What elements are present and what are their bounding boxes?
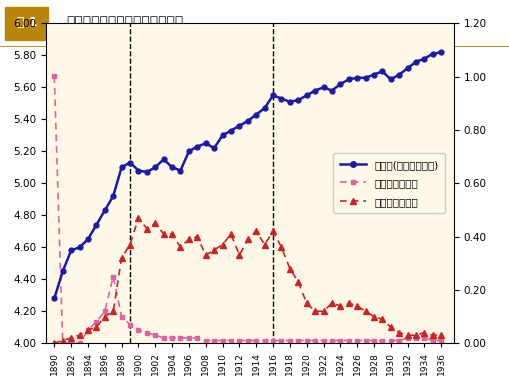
Text: 日本の綿紡績産業の発展の推移: 日本の綿紡績産業の発展の推移 bbox=[66, 16, 183, 30]
Text: 図 1: 図 1 bbox=[17, 16, 37, 29]
FancyBboxPatch shape bbox=[5, 7, 48, 40]
Legend: 生産量(対数値、左軸), 輸入量／生産量, 輸出量／生産量: 生産量(対数値、左軸), 輸入量／生産量, 輸出量／生産量 bbox=[333, 153, 444, 213]
